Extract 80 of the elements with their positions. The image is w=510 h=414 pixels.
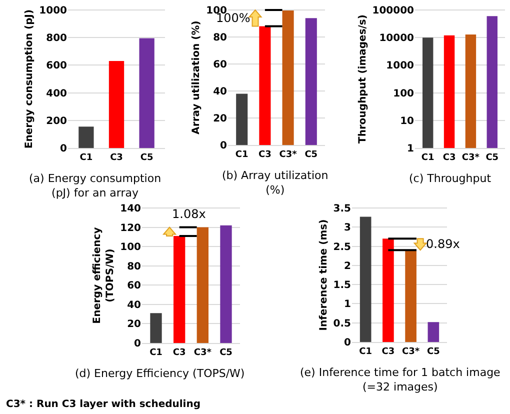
x-tick-label: C1 bbox=[80, 152, 93, 163]
text: (b) Array utilization (%) bbox=[222, 169, 328, 196]
y-tick-label: 40 bbox=[213, 86, 228, 98]
y-axis-title: Array utilization (%) bbox=[191, 20, 202, 134]
x-tick-label: C3* bbox=[279, 150, 298, 160]
y-tick-label: 100000 bbox=[372, 6, 414, 16]
x-tick-label: C5 bbox=[304, 150, 318, 160]
y-tick-label: 0 bbox=[60, 144, 68, 154]
bar bbox=[305, 18, 317, 145]
y-tick-label: 200 bbox=[46, 116, 68, 127]
annotation: 1.08x bbox=[172, 207, 206, 221]
bar bbox=[78, 126, 94, 148]
x-tick-label: C3 bbox=[172, 348, 186, 358]
x-tick-label: C3* bbox=[194, 348, 212, 358]
y-tick-label: 10 bbox=[400, 116, 414, 127]
y-tick-label: 3.5 bbox=[333, 204, 352, 214]
y-axis-title: Inference time (ms) bbox=[318, 219, 330, 331]
y-tick-label: 1000 bbox=[39, 6, 68, 16]
y-tick-label: 20 bbox=[213, 114, 228, 124]
y-tick-label: 40 bbox=[127, 300, 142, 311]
bar bbox=[382, 238, 394, 342]
y-tick-label: 0 bbox=[134, 338, 142, 350]
y-axis-title: Energy consumption (pJ) bbox=[24, 9, 36, 149]
x-tick-label: C5 bbox=[140, 152, 154, 163]
x-tick-label: C5 bbox=[486, 152, 499, 163]
y-tick-label: 1 bbox=[407, 144, 414, 154]
x-tick-label: C3 bbox=[382, 346, 395, 357]
y-tick-label: 60 bbox=[213, 60, 228, 70]
y-tick-label: 800 bbox=[46, 33, 68, 44]
y-tick-label: 1 bbox=[344, 299, 352, 310]
bar bbox=[282, 10, 294, 145]
y-tick-label: 10000 bbox=[379, 33, 414, 44]
y-tick-label: 2 bbox=[344, 260, 352, 272]
x-tick-label: C1 bbox=[150, 348, 162, 358]
bar bbox=[150, 313, 162, 343]
text: (e) Inference time for 1 batch image (=32 images) bbox=[300, 366, 501, 394]
y-tick-label: 400 bbox=[46, 88, 68, 100]
y-tick-label: 1.5 bbox=[333, 280, 352, 292]
y-tick-label: 100 bbox=[120, 242, 142, 254]
y-tick-label: 140 bbox=[120, 204, 142, 214]
x-tick-label: C5 bbox=[220, 348, 232, 358]
y-tick-label: 0 bbox=[220, 140, 228, 152]
bar bbox=[360, 216, 372, 342]
bar bbox=[259, 26, 271, 145]
bar bbox=[196, 227, 208, 343]
y-tick-label: 0 bbox=[344, 338, 352, 348]
y-tick-label: 600 bbox=[46, 60, 68, 72]
y-tick-label: 80 bbox=[127, 261, 142, 272]
bar bbox=[139, 38, 154, 148]
x-tick-label: C1 bbox=[359, 346, 372, 357]
text: (d) Energy Efficiency (TOPS/W) bbox=[75, 367, 245, 380]
bar bbox=[174, 236, 186, 343]
y-tick-label: 0.5 bbox=[333, 318, 352, 330]
x-tick-label: C5 bbox=[426, 346, 440, 357]
annotation: 0.89x bbox=[426, 237, 460, 251]
y-axis-title: Throughput (images/s) bbox=[357, 14, 368, 144]
bar bbox=[220, 225, 232, 343]
x-tick-label: C3 bbox=[110, 152, 123, 163]
x-tick-label: C3* bbox=[462, 152, 480, 163]
y-tick-label: 60 bbox=[127, 280, 142, 292]
y-tick-label: 20 bbox=[127, 319, 142, 330]
y-tick-label: 3 bbox=[344, 222, 352, 234]
x-tick-label: C3 bbox=[442, 152, 456, 163]
x-tick-label: C3 bbox=[258, 150, 272, 160]
y-tick-label: 2.5 bbox=[333, 242, 352, 253]
x-tick-label: C3* bbox=[402, 346, 420, 357]
y-tick-label: 80 bbox=[213, 32, 228, 44]
y-axis-title: Energy efficiency (TOPS/W) bbox=[92, 226, 116, 324]
x-tick-label: C1 bbox=[421, 152, 434, 163]
text: (a) Energy consumption (pJ) for an array bbox=[29, 172, 162, 200]
text: (c) Throughput bbox=[409, 172, 492, 185]
bar bbox=[236, 94, 248, 145]
bar bbox=[405, 250, 416, 342]
text: C3* : Run C3 layer with scheduling bbox=[6, 399, 201, 410]
x-tick-label: C1 bbox=[235, 150, 248, 160]
bar bbox=[108, 61, 124, 148]
y-tick-label: 1000 bbox=[386, 60, 414, 72]
y-tick-label: 100 bbox=[393, 88, 414, 100]
y-tick-label: 120 bbox=[120, 222, 142, 234]
bar bbox=[428, 322, 440, 342]
